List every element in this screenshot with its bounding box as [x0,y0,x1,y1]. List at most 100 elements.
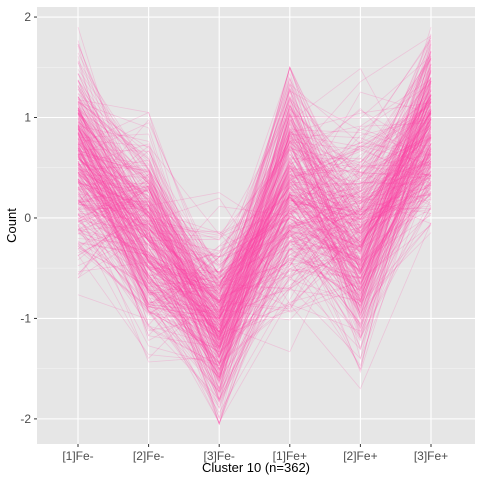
profile-line [77,60,432,364]
profile-line [77,63,432,303]
profile-line [77,125,432,318]
x-tick-label: [3]Fe- [204,449,235,463]
profile-line [77,73,432,336]
profile-line [77,123,432,319]
profile-line [77,131,432,426]
y-tick-label: 1 [24,111,31,125]
profile-line [77,126,432,345]
profile-line [77,127,432,266]
profile-line [77,112,432,341]
profile-line [77,56,432,386]
profile-line [77,132,432,307]
profile-line [77,123,432,350]
profile-line [77,161,432,312]
y-tick-label: -2 [20,412,31,426]
profile-line [77,121,432,258]
profile-line [77,134,432,334]
profile-line [77,112,432,403]
profile-line [77,61,432,314]
profile-line [77,166,432,310]
profile-line [77,79,432,348]
profile-line [77,141,432,307]
profile-line [77,93,432,330]
profile-line [77,132,432,359]
profile-line [77,79,432,314]
profile-line [77,179,432,290]
x-axis-title: Cluster 10 (n=362) [202,460,310,475]
profile-line [77,135,432,290]
profile-line [77,114,432,327]
profile-line [77,148,432,314]
profile-line [77,160,432,367]
profile-line [77,134,432,380]
profile-line [77,127,432,294]
profile-line [77,137,432,349]
profile-line [77,99,432,288]
profile-line [77,100,432,359]
x-tick-label: [2]Fe- [133,449,164,463]
profile-line [77,122,432,301]
profile-line [77,157,432,316]
profile-line [77,121,432,322]
profile-line [77,99,432,424]
profile-line [77,115,432,410]
profile-line [77,110,432,391]
profile-line [77,128,432,349]
profile-line [77,143,432,375]
x-tick-label: [3]Fe+ [414,449,448,463]
profile-line [77,118,432,322]
profile-line [77,98,432,356]
profile-line [77,101,432,340]
profile-line [77,134,432,366]
profile-line [77,87,432,327]
profile-line [77,115,432,339]
profile-line [77,67,432,355]
profile-line [77,130,432,335]
profile-line [77,151,432,357]
profile-line [77,116,432,279]
profile-line [77,120,432,292]
profile-line [77,76,432,295]
plot-panel [37,7,475,444]
profile-line [77,56,432,353]
profile-line [77,174,432,309]
profile-line [77,57,432,393]
profile-line [77,137,432,358]
profile-line [77,94,432,394]
profile-line [77,96,432,333]
profile-line [77,43,432,304]
profile-line [77,113,432,292]
profile-line [77,155,432,333]
profile-line [77,83,432,371]
profile-line [77,111,432,283]
profile-line [77,128,432,296]
profile-line [77,126,432,348]
profile-line [77,80,432,340]
profile-line [77,81,432,311]
profile-line [77,88,432,284]
profile-line [77,133,432,323]
profile-line [77,138,432,289]
profile-line [77,112,432,365]
profile-line [77,120,432,301]
profile-line [77,125,432,314]
profile-line [77,51,432,278]
profile-line [77,178,432,333]
x-tick-label: [2]Fe+ [343,449,377,463]
profile-line [77,45,432,312]
profile-line [77,127,432,333]
profile-line [77,131,432,380]
profile-line [77,153,432,292]
profile-line [77,40,432,330]
profile-line [77,108,432,319]
profile-line [77,110,432,319]
profile-line [77,102,432,347]
profile-line [77,80,432,321]
profile-line [77,117,432,376]
profile-line [77,81,432,312]
profile-line [77,101,432,318]
profile-line [77,165,432,425]
profile-line [77,79,432,304]
profile-line [77,149,432,325]
profile-line [77,40,432,333]
